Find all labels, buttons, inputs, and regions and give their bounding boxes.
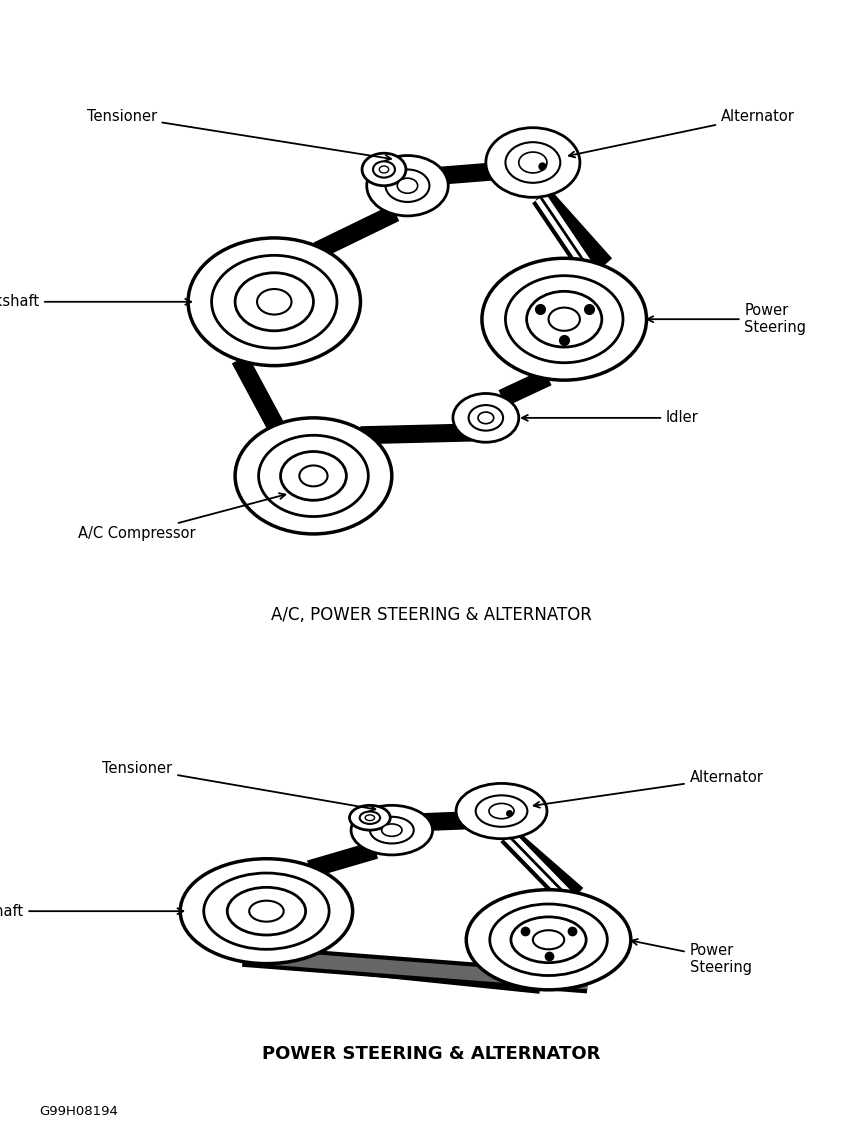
Text: Power
Steering: Power Steering bbox=[631, 939, 751, 975]
Circle shape bbox=[466, 889, 630, 990]
Text: G99H08194: G99H08194 bbox=[39, 1105, 118, 1118]
Circle shape bbox=[511, 917, 585, 962]
Text: Power
Steering: Power Steering bbox=[647, 303, 806, 335]
Text: POWER STEERING & ALTERNATOR: POWER STEERING & ALTERNATOR bbox=[262, 1045, 599, 1064]
Circle shape bbox=[489, 904, 607, 976]
Circle shape bbox=[299, 465, 327, 487]
Circle shape bbox=[366, 155, 448, 215]
Circle shape bbox=[249, 901, 283, 921]
Circle shape bbox=[188, 238, 360, 366]
Circle shape bbox=[227, 887, 306, 935]
Circle shape bbox=[350, 805, 432, 855]
Circle shape bbox=[359, 812, 380, 824]
Circle shape bbox=[211, 255, 337, 348]
Text: Alternator: Alternator bbox=[533, 771, 763, 807]
Circle shape bbox=[481, 259, 646, 380]
Circle shape bbox=[526, 292, 601, 347]
Circle shape bbox=[369, 816, 413, 844]
Circle shape bbox=[235, 418, 392, 534]
Text: Idler: Idler bbox=[522, 410, 698, 425]
Circle shape bbox=[468, 405, 503, 431]
Circle shape bbox=[379, 166, 388, 173]
Circle shape bbox=[385, 170, 429, 202]
Circle shape bbox=[235, 272, 313, 331]
Circle shape bbox=[349, 805, 390, 830]
Text: Tensioner: Tensioner bbox=[86, 108, 391, 161]
Circle shape bbox=[455, 783, 547, 839]
Text: Crankshaft: Crankshaft bbox=[0, 904, 183, 919]
Circle shape bbox=[280, 451, 346, 500]
Circle shape bbox=[257, 290, 291, 315]
Circle shape bbox=[518, 152, 547, 173]
Text: Crankshaft: Crankshaft bbox=[0, 294, 191, 309]
Text: Tensioner: Tensioner bbox=[102, 760, 375, 812]
Circle shape bbox=[397, 178, 418, 194]
Circle shape bbox=[478, 412, 493, 424]
Circle shape bbox=[203, 873, 329, 950]
Circle shape bbox=[381, 824, 401, 837]
Text: A/C, POWER STEERING & ALTERNATOR: A/C, POWER STEERING & ALTERNATOR bbox=[270, 606, 591, 625]
Text: A/C Compressor: A/C Compressor bbox=[78, 494, 285, 542]
Circle shape bbox=[452, 393, 518, 442]
Circle shape bbox=[373, 162, 394, 178]
Text: Alternator: Alternator bbox=[568, 108, 794, 157]
Circle shape bbox=[532, 930, 564, 950]
Circle shape bbox=[488, 804, 513, 819]
Circle shape bbox=[365, 815, 375, 821]
Circle shape bbox=[475, 796, 527, 826]
Circle shape bbox=[486, 128, 579, 197]
Circle shape bbox=[180, 858, 352, 963]
Circle shape bbox=[258, 435, 368, 516]
Circle shape bbox=[362, 153, 406, 186]
Circle shape bbox=[505, 276, 623, 363]
Circle shape bbox=[505, 142, 560, 182]
Circle shape bbox=[548, 308, 579, 331]
